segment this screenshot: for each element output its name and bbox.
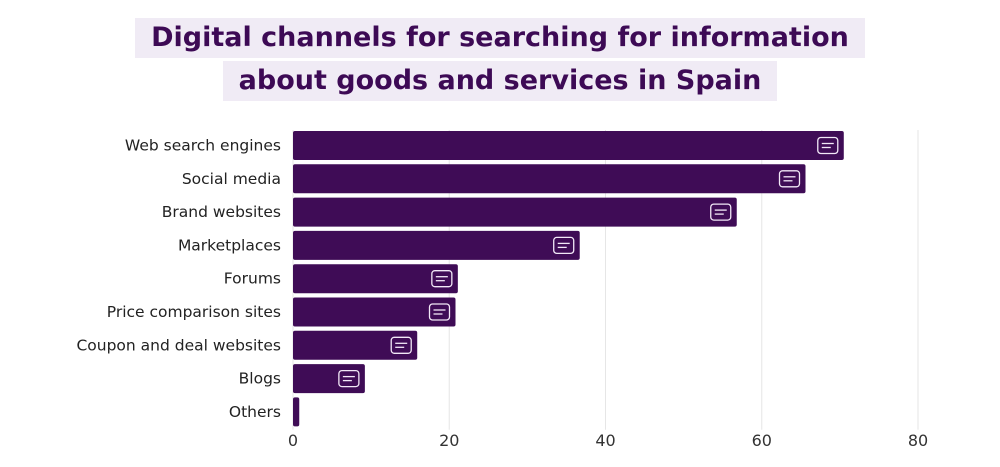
title-line-1: Digital channels for searching for infor… — [135, 18, 865, 58]
bar — [293, 330, 418, 360]
category-label: Price comparison sites — [107, 303, 281, 321]
coupon-icon — [390, 336, 412, 354]
phone-heart-icon — [778, 170, 801, 188]
bar — [293, 264, 458, 294]
category-label: Brand websites — [162, 203, 281, 221]
bar — [293, 230, 580, 260]
category-label: Web search engines — [125, 137, 281, 155]
bar — [293, 164, 806, 194]
bar — [293, 197, 737, 227]
category-label: Others — [229, 403, 281, 421]
category-label: Coupon and deal websites — [76, 336, 281, 354]
category-label: Blogs — [239, 370, 281, 388]
title-line-2: about goods and services in Spain — [222, 61, 778, 101]
category-label: Social media — [182, 170, 281, 188]
globe-icon — [817, 136, 839, 155]
category-label: Marketplaces — [178, 236, 281, 254]
x-tick-label: 80 — [908, 431, 928, 450]
x-tick-label: 60 — [752, 431, 772, 450]
bar — [293, 364, 365, 394]
www-cursor-icon — [710, 203, 732, 221]
blog-edit-icon — [338, 369, 360, 388]
x-tick-label: 20 — [439, 431, 459, 450]
x-tick-label: 40 — [595, 431, 615, 450]
bar — [293, 131, 844, 160]
chart-title: Digital channels for searching for infor… — [0, 18, 1000, 101]
category-label: Forums — [224, 270, 281, 288]
person-comparing-icon — [428, 303, 451, 321]
bar — [293, 397, 300, 427]
store-icon — [553, 236, 575, 255]
bar — [293, 297, 456, 327]
x-tick-label: 0 — [288, 431, 298, 450]
chat-people-icon — [431, 270, 453, 288]
